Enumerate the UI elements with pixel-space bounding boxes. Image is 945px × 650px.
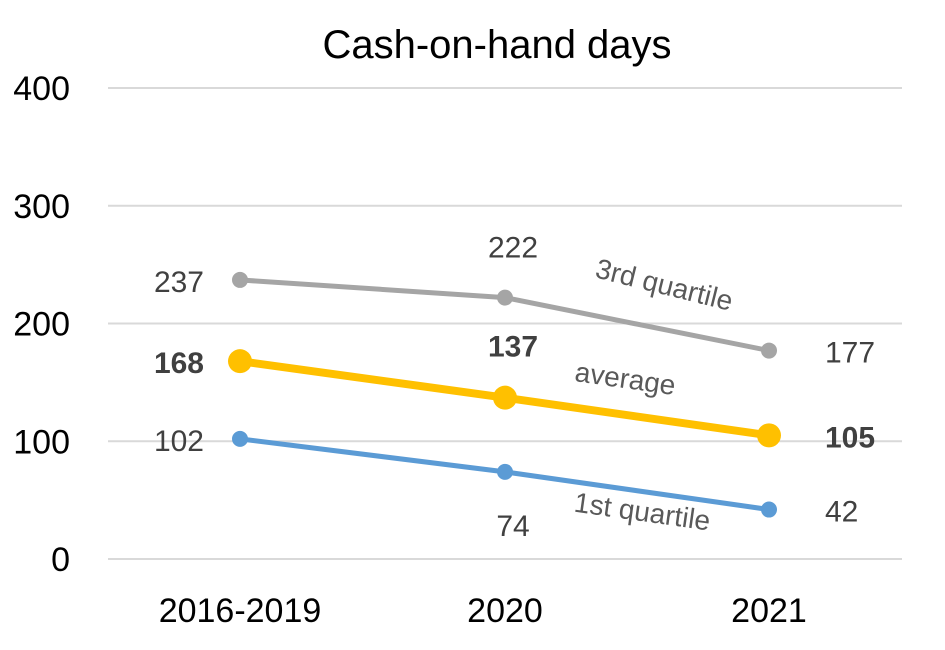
x-tick-label: 2020 [467, 592, 543, 630]
data-label-1st-quartile: 102 [154, 425, 204, 458]
data-point-average [228, 349, 252, 374]
data-label-average: 137 [488, 331, 538, 364]
x-tick-label: 2016-2019 [159, 592, 322, 630]
data-labels: 237 222 177 3rd quartile 168 137 105 average 102… [154, 232, 875, 543]
data-point-3rd-quartile [232, 271, 248, 288]
y-tick-label: 0 [51, 541, 70, 579]
series-name-3rd-quartile: 3rd quartile [593, 253, 736, 317]
data-point-1st-quartile [761, 501, 777, 518]
data-point-average [493, 385, 517, 410]
data-point-1st-quartile [232, 430, 248, 447]
data-label-1st-quartile: 42 [825, 496, 858, 529]
series-lines [228, 271, 781, 518]
data-label-1st-quartile: 74 [496, 510, 529, 543]
data-point-3rd-quartile [761, 342, 777, 359]
chart-title: Cash-on-hand days [322, 23, 671, 67]
x-axis-ticks: 2016-2019 2020 2021 [159, 592, 807, 630]
y-tick-label: 400 [13, 70, 70, 108]
y-tick-label: 200 [13, 306, 70, 344]
y-axis-ticks: 0 100 200 300 400 [13, 70, 70, 579]
series-name-average: average [573, 356, 678, 401]
data-label-3rd-quartile: 177 [825, 337, 875, 370]
gridlines [108, 87, 902, 560]
data-label-3rd-quartile: 222 [488, 232, 538, 265]
x-tick-label: 2021 [731, 592, 807, 630]
data-point-average [757, 423, 781, 448]
data-label-average: 105 [825, 421, 875, 454]
data-point-3rd-quartile [497, 289, 513, 306]
data-label-average: 168 [154, 347, 204, 380]
series-name-1st-quartile: 1st quartile [572, 487, 712, 537]
y-tick-label: 300 [13, 188, 70, 226]
data-point-1st-quartile [497, 463, 513, 480]
data-label-3rd-quartile: 237 [154, 266, 204, 299]
y-tick-label: 100 [13, 423, 70, 461]
